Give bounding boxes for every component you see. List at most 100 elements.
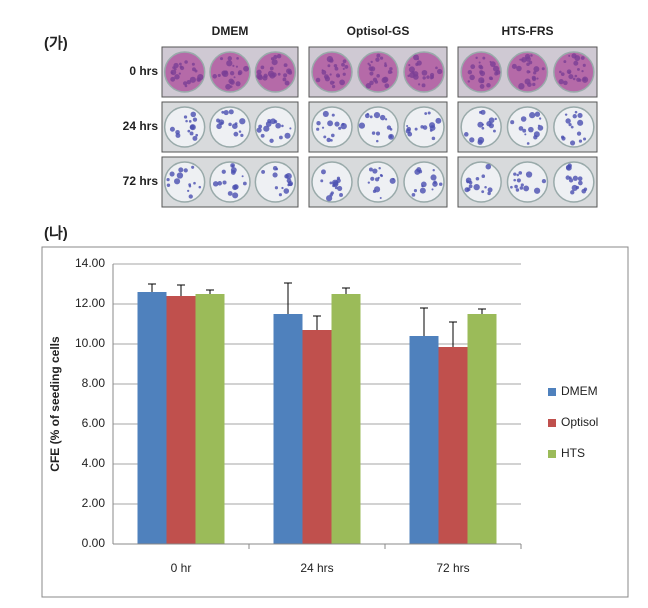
colony — [473, 183, 480, 191]
colony — [285, 172, 292, 180]
colony — [197, 78, 201, 82]
colony — [568, 123, 572, 127]
colony — [267, 70, 275, 77]
colony — [384, 83, 390, 89]
colony — [235, 81, 241, 87]
colony — [364, 113, 370, 119]
dish — [163, 106, 206, 148]
colony — [569, 176, 572, 179]
bar — [195, 294, 225, 544]
colony — [227, 56, 232, 61]
colony — [329, 181, 333, 185]
legend-label: DMEM — [561, 384, 598, 398]
colony — [519, 186, 524, 190]
colony — [321, 169, 326, 175]
colony — [284, 132, 291, 139]
colony — [221, 110, 225, 114]
error-bar — [449, 321, 457, 347]
colony — [481, 174, 486, 178]
colony — [572, 114, 577, 119]
colony — [358, 122, 366, 129]
colony — [411, 70, 415, 74]
colony — [477, 121, 484, 128]
colony — [227, 191, 233, 196]
colony — [281, 124, 284, 128]
colony — [570, 190, 575, 195]
colony — [238, 130, 242, 133]
colony — [436, 68, 443, 75]
colony — [380, 174, 384, 178]
colony — [389, 67, 393, 71]
colony — [169, 126, 175, 132]
colony — [577, 176, 583, 182]
colony — [189, 124, 196, 131]
colony — [489, 61, 496, 68]
colony — [570, 125, 574, 129]
colony — [432, 169, 435, 172]
colony — [166, 177, 170, 182]
colony — [414, 168, 421, 175]
colony — [289, 127, 292, 130]
y-tick-label: 4.00 — [82, 456, 106, 470]
colony — [518, 83, 525, 90]
colony — [198, 185, 202, 189]
y-tick-label: 6.00 — [82, 416, 106, 430]
colony — [572, 77, 576, 81]
colony — [369, 115, 373, 119]
colony — [278, 193, 282, 197]
y-tick-label: 0.00 — [82, 536, 106, 550]
colony — [583, 137, 587, 141]
colony — [494, 117, 497, 121]
colony — [273, 54, 278, 60]
colony — [174, 178, 181, 185]
colony — [568, 54, 571, 57]
colony — [468, 184, 473, 189]
colony — [533, 66, 540, 73]
colony — [529, 112, 536, 119]
colony — [568, 74, 574, 80]
colony — [577, 112, 583, 118]
colony — [276, 53, 282, 59]
colony — [267, 119, 272, 124]
colony — [327, 64, 331, 68]
colony — [230, 170, 236, 175]
x-tick-label: 0 hr — [171, 561, 192, 575]
colony — [465, 177, 472, 184]
colony — [341, 62, 345, 67]
colony — [464, 132, 469, 137]
colony — [179, 65, 183, 69]
colony — [534, 111, 541, 117]
colony — [576, 67, 580, 71]
colony — [212, 181, 219, 187]
colony — [190, 111, 197, 118]
colony — [414, 127, 418, 131]
colony — [536, 77, 539, 80]
colony — [271, 59, 278, 66]
colony — [537, 124, 541, 127]
colony — [243, 65, 249, 72]
colony — [191, 165, 195, 169]
colony — [256, 69, 262, 75]
legend-swatch — [548, 388, 556, 396]
colony — [182, 81, 188, 86]
colony — [571, 53, 577, 59]
bar — [467, 314, 497, 544]
colony — [485, 163, 492, 170]
error-bar — [148, 283, 156, 292]
colony — [526, 70, 530, 74]
colony — [376, 139, 379, 143]
legend-label: Optisol — [561, 415, 598, 429]
legend-swatch — [548, 419, 556, 427]
colony — [338, 126, 342, 130]
row-label: 0 hrs — [129, 64, 158, 78]
colony — [469, 137, 475, 143]
colony — [368, 66, 374, 71]
colony — [367, 62, 370, 65]
colony — [392, 177, 395, 181]
colony — [384, 118, 388, 121]
dish — [553, 161, 595, 203]
x-tick-label: 72 hrs — [436, 561, 469, 575]
colony — [578, 139, 583, 143]
colony — [429, 122, 436, 129]
colony — [372, 189, 377, 194]
